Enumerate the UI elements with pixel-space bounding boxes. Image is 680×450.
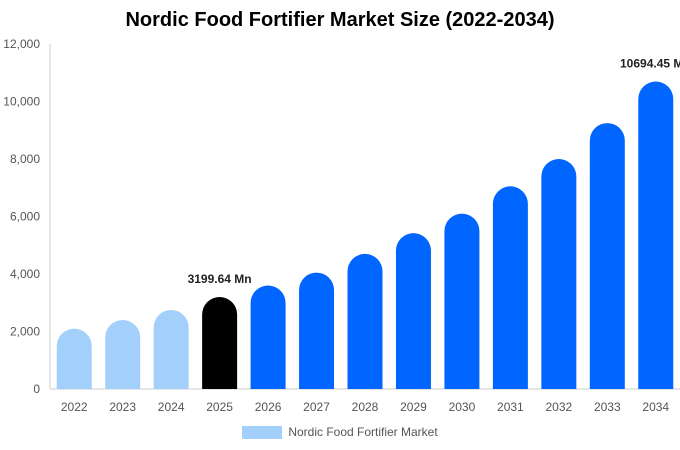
bar-2032: [541, 159, 577, 389]
x-tick-label: 2031: [497, 400, 524, 414]
x-tick-label: 2030: [449, 400, 476, 414]
x-tick-label: 2033: [594, 400, 621, 414]
x-tick-label: 2026: [255, 400, 282, 414]
x-tick-label: 2027: [303, 400, 330, 414]
x-tick-label: 2032: [545, 400, 572, 414]
legend-swatch: [242, 425, 283, 439]
legend: Nordic Food Fortifier Market: [0, 425, 680, 439]
bar-2031: [492, 186, 528, 389]
y-tick-label: 4,000: [10, 267, 40, 281]
x-tick-label: 2028: [352, 400, 379, 414]
data-labels-group: 3199.64 Mn 10694.45 Mn: [188, 57, 680, 286]
bar-2029: [395, 233, 431, 389]
y-tick-label: 8,000: [10, 152, 40, 166]
x-tick-label: 2034: [642, 400, 669, 414]
bars-group: [56, 81, 674, 390]
data-label-2034: 10694.45 Mn: [620, 57, 680, 71]
bar-2025: [202, 297, 238, 389]
y-tick-label: 0: [33, 382, 40, 396]
x-tick-label: 2029: [400, 400, 427, 414]
bar-2028: [347, 253, 383, 389]
x-tick-label: 2023: [109, 400, 136, 414]
x-tick-label: 2024: [158, 400, 185, 414]
chart-title: Nordic Food Fortifier Market Size (2022-…: [125, 9, 555, 31]
bar-2034: [638, 81, 674, 390]
bar-2033: [589, 123, 625, 389]
bar-2030: [444, 213, 480, 389]
y-tick-label: 10,000: [3, 95, 40, 109]
x-tick-label: 2025: [206, 400, 233, 414]
bar-2027: [299, 272, 335, 389]
y-axis-ticks: 0 2,000 4,000 6,000 8,000 10,000 12,000: [3, 37, 40, 396]
legend-label: Nordic Food Fortifier Market: [288, 425, 438, 439]
y-tick-label: 2,000: [10, 325, 40, 339]
data-label-2025: 3199.64 Mn: [188, 272, 252, 286]
bar-2026: [250, 285, 286, 389]
bar-2022: [56, 328, 92, 389]
bar-2024: [153, 309, 189, 389]
y-tick-label: 12,000: [3, 37, 40, 51]
x-axis-ticks: 2022 2023 2024 2025 2026 2027 2028 2029 2030 2031…: [61, 400, 670, 414]
x-tick-label: 2022: [61, 400, 88, 414]
y-tick-label: 6,000: [10, 210, 40, 224]
bar-2023: [105, 320, 141, 389]
